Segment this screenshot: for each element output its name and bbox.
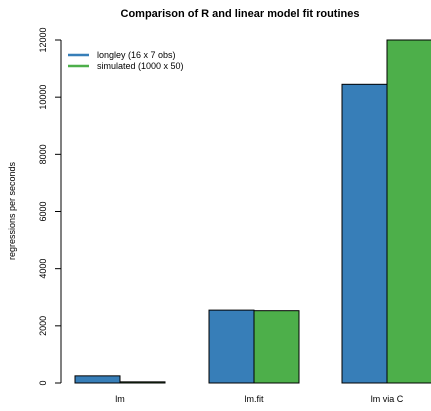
y-tick-label: 12000 bbox=[38, 27, 48, 52]
x-category-label: lm.fit bbox=[245, 394, 264, 404]
bars-group bbox=[74, 39, 431, 384]
y-tick-label: 8000 bbox=[38, 144, 48, 164]
y-tick-label: 10000 bbox=[38, 85, 48, 110]
y-axis-label: regressions per seconds bbox=[7, 161, 17, 260]
y-axis: 0 2000 4000 6000 8000 10000 12000 bbox=[38, 27, 62, 386]
y-tick-label: 0 bbox=[38, 380, 48, 385]
bar-longley-0 bbox=[74, 375, 121, 384]
legend-label: longley (16 x 7 obs) bbox=[97, 50, 176, 60]
x-axis-labels: lm lm.fit lm via C bbox=[115, 394, 403, 404]
x-category-label: lm bbox=[115, 394, 125, 404]
y-tick-label: 2000 bbox=[38, 316, 48, 336]
bar-simulated-2 bbox=[386, 39, 431, 384]
y-tick-label: 6000 bbox=[38, 201, 48, 221]
x-category-label: lm via C bbox=[371, 394, 404, 404]
bar-longley-1 bbox=[208, 309, 255, 384]
bar-longley-2 bbox=[341, 83, 388, 384]
bar-simulated-1 bbox=[253, 310, 300, 384]
legend-label: simulated (1000 x 50) bbox=[97, 61, 184, 71]
chart-title: Comparison of R and linear model fit rou… bbox=[121, 8, 360, 20]
y-tick-label: 4000 bbox=[38, 259, 48, 279]
bar-simulated-0 bbox=[119, 381, 166, 384]
legend: longley (16 x 7 obs)simulated (1000 x 50… bbox=[68, 50, 184, 71]
